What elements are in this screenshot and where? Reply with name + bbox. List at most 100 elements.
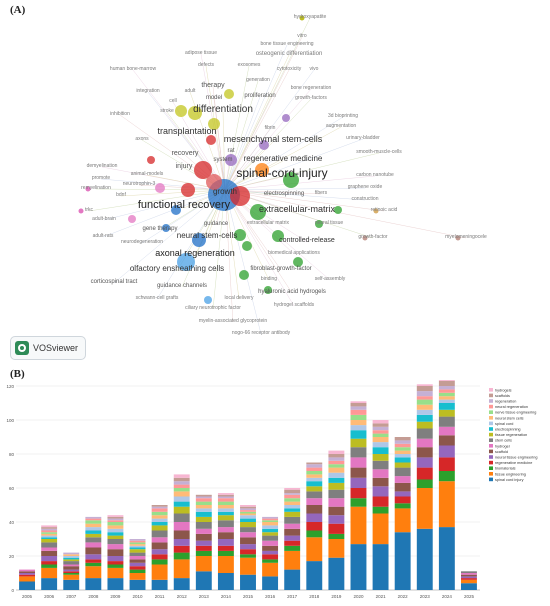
network-node bbox=[255, 163, 269, 177]
network-node bbox=[230, 186, 250, 206]
bar-segment bbox=[416, 421, 433, 429]
panel-b-chart: (B) 0 20 40 60 80 100 120 2005 2006 2007 2008 2009 2… bbox=[0, 368, 550, 606]
bar-segment bbox=[240, 527, 256, 533]
network-term-label: ciliary neurotrophic factor bbox=[185, 305, 241, 311]
x-tick-label: 2006 bbox=[44, 594, 55, 599]
bar-segment bbox=[284, 508, 301, 512]
network-term-label: neural tissue bbox=[315, 220, 344, 226]
network-node bbox=[250, 204, 266, 220]
bar-segment bbox=[328, 450, 345, 454]
bar-segment bbox=[151, 525, 168, 531]
bar-segment bbox=[306, 537, 323, 562]
network-term-label: gene therapy bbox=[142, 226, 177, 232]
network-link bbox=[103, 189, 226, 221]
vosviewer-badge[interactable]: VOSviewer bbox=[10, 336, 86, 360]
bar-segment bbox=[63, 559, 80, 562]
bar-segment bbox=[19, 571, 36, 573]
bar-segment bbox=[328, 515, 345, 524]
bar-segment bbox=[350, 425, 367, 431]
bar-segment bbox=[151, 542, 168, 550]
bar-segment bbox=[416, 438, 433, 448]
bar-segment bbox=[350, 488, 367, 499]
bar-segment bbox=[394, 482, 411, 492]
network-term-label: vivo bbox=[310, 66, 319, 72]
bar-segment bbox=[217, 505, 234, 509]
bar-segment bbox=[284, 489, 301, 494]
bar-segment bbox=[217, 520, 234, 528]
bar-segment bbox=[438, 457, 455, 471]
bar-segment bbox=[416, 386, 433, 392]
legend-label: nerve tissue engineering bbox=[495, 411, 536, 415]
network-term-label: urinary-bladder bbox=[346, 135, 380, 141]
network-term-label: retinoic acid bbox=[371, 207, 398, 213]
bar-segment bbox=[240, 508, 256, 511]
x-tick-label: 2021 bbox=[376, 594, 387, 599]
network-term-label: therapy bbox=[201, 82, 225, 89]
bar-segment bbox=[41, 530, 58, 533]
bar-segment bbox=[284, 488, 301, 490]
bar-segment bbox=[262, 532, 279, 536]
bar-segment bbox=[284, 494, 301, 499]
bar-segment bbox=[173, 522, 190, 531]
network-link bbox=[224, 152, 380, 191]
bar-segment bbox=[372, 486, 389, 497]
bar-segment bbox=[129, 559, 146, 563]
bar-segment bbox=[394, 467, 411, 477]
legend-label: spinal cord injury bbox=[495, 478, 524, 482]
bar-segment bbox=[85, 518, 102, 521]
bar-segment bbox=[328, 533, 345, 539]
bar-segment bbox=[394, 454, 411, 458]
network-term-label: hydrogel scaffolds bbox=[274, 302, 315, 308]
bar-segment bbox=[85, 547, 102, 555]
bar-segment bbox=[41, 525, 58, 528]
bar-segment bbox=[195, 494, 212, 497]
network-node bbox=[282, 114, 290, 122]
bar-segment bbox=[328, 557, 345, 590]
x-tick-label: 2025 bbox=[464, 594, 475, 599]
bar-segment bbox=[372, 454, 389, 461]
bar-segment bbox=[19, 576, 36, 582]
bar-segment bbox=[372, 496, 389, 507]
bar-segment bbox=[151, 515, 168, 519]
network-term-label: injury bbox=[176, 163, 193, 170]
bar-segment bbox=[19, 581, 36, 590]
bar-segment bbox=[85, 562, 102, 567]
network-node bbox=[155, 183, 165, 193]
legend-swatch bbox=[489, 421, 493, 426]
bar-segment bbox=[107, 516, 124, 519]
bar-segment bbox=[195, 498, 212, 502]
network-term-label: growth-factors bbox=[295, 95, 327, 101]
bar-segment bbox=[394, 503, 411, 509]
bar-segment bbox=[173, 513, 190, 522]
bar-segment bbox=[129, 547, 146, 550]
bar-segment bbox=[372, 447, 389, 454]
bar-segment bbox=[284, 516, 301, 524]
network-node bbox=[315, 220, 323, 228]
legend-label: neural stem cells bbox=[495, 416, 524, 420]
network-link bbox=[224, 187, 366, 191]
network-term-label: human bone-marrow bbox=[110, 66, 157, 72]
bar-segment bbox=[63, 566, 80, 570]
network-term-label: fibrin bbox=[265, 125, 276, 131]
legend-label: regeneration bbox=[495, 400, 516, 404]
bar-segment bbox=[151, 518, 168, 522]
bar-segment bbox=[129, 540, 146, 543]
y-tick-label: 0 bbox=[11, 588, 14, 593]
bar-segment bbox=[195, 533, 212, 541]
network-term-label: system bbox=[213, 157, 232, 163]
legend-swatch bbox=[489, 449, 493, 454]
bar-segment bbox=[217, 545, 234, 551]
panel-b-label: (B) bbox=[10, 368, 25, 380]
bar-segment bbox=[41, 561, 58, 565]
network-term-label: electrospinning bbox=[264, 191, 304, 197]
bar-segment bbox=[85, 533, 102, 538]
bar-segment bbox=[306, 498, 323, 505]
bar-segment bbox=[195, 508, 212, 512]
network-node bbox=[362, 235, 368, 241]
bar-segment bbox=[173, 559, 190, 579]
bar-segment bbox=[173, 545, 190, 553]
bar-segment bbox=[306, 474, 323, 478]
bar-segment bbox=[306, 513, 323, 522]
bar-segment bbox=[217, 539, 234, 546]
x-tick-label: 2010 bbox=[133, 594, 144, 599]
